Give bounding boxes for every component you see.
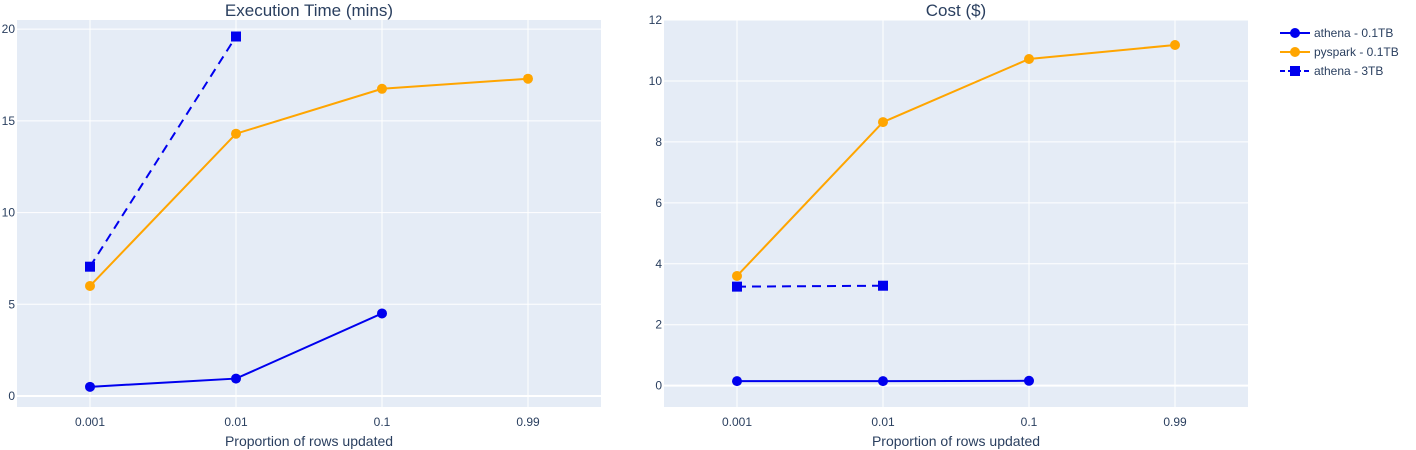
y-tick-label: 5 bbox=[8, 297, 15, 311]
y-tick-label: 0 bbox=[8, 389, 15, 403]
x-tick-label: 0.01 bbox=[224, 415, 248, 429]
data-point bbox=[878, 280, 888, 291]
data-point bbox=[377, 308, 387, 319]
legend-label: pyspark - 0.1TB bbox=[1314, 45, 1399, 59]
series-layer bbox=[732, 39, 1180, 387]
plot-area bbox=[664, 20, 1248, 407]
x-tick-label: 0.1 bbox=[374, 415, 391, 429]
axis-ticks: 0.001 0.01 0.1 0.99 0 2 4 6 8 10 12 bbox=[649, 13, 1187, 429]
chart-title: Cost ($) bbox=[926, 1, 986, 20]
data-point bbox=[231, 128, 241, 139]
series-athena-3tb bbox=[732, 280, 888, 292]
axis-ticks: 0.001 0.01 0.1 0.99 0 5 10 15 20 bbox=[2, 22, 540, 429]
data-point bbox=[732, 281, 742, 292]
series-layer bbox=[85, 31, 533, 392]
legend-label: athena - 3TB bbox=[1314, 64, 1383, 78]
series-athena-0-1tb bbox=[732, 375, 1034, 387]
data-point bbox=[85, 261, 95, 272]
legend-item[interactable]: athena - 0.1TB bbox=[1280, 26, 1393, 40]
data-point bbox=[878, 376, 888, 387]
grid-lines bbox=[664, 19, 1248, 407]
data-point bbox=[377, 83, 387, 94]
data-point bbox=[85, 280, 95, 291]
y-tick-label: 20 bbox=[2, 22, 16, 36]
data-point bbox=[732, 270, 742, 281]
series-line bbox=[89, 77, 529, 287]
x-axis-title: Proportion of rows updated bbox=[225, 433, 393, 449]
x-tick-label: 0.1 bbox=[1021, 415, 1038, 429]
y-tick-label: 15 bbox=[2, 114, 16, 128]
legend[interactable]: athena - 0.1TB pyspark - 0.1TB athena - 3T… bbox=[1280, 26, 1399, 78]
series-pyspark-0-1tb bbox=[732, 39, 1180, 281]
data-point bbox=[1024, 375, 1034, 386]
series-line bbox=[736, 284, 884, 288]
data-point bbox=[878, 117, 888, 128]
y-tick-label: 0 bbox=[655, 379, 662, 393]
y-tick-label: 8 bbox=[655, 135, 662, 149]
legend-marker bbox=[1290, 28, 1300, 38]
y-tick-label: 4 bbox=[655, 257, 662, 271]
data-point bbox=[523, 73, 533, 84]
series-athena-3tb bbox=[85, 31, 241, 272]
legend-label: athena - 0.1TB bbox=[1314, 26, 1393, 40]
execution-time-chart: 0.001 0.01 0.1 0.99 0 5 10 15 20 Execution Time … bbox=[2, 1, 601, 449]
x-axis-title: Proportion of rows updated bbox=[872, 433, 1040, 449]
x-tick-label: 0.99 bbox=[516, 415, 540, 429]
series-athena-0-1tb bbox=[85, 308, 387, 392]
data-point bbox=[231, 373, 241, 384]
data-point bbox=[85, 381, 95, 392]
series-pyspark-0-1tb bbox=[85, 73, 533, 291]
x-tick-label: 0.99 bbox=[1163, 415, 1187, 429]
x-tick-label: 0.001 bbox=[75, 415, 105, 429]
legend-item[interactable]: pyspark - 0.1TB bbox=[1280, 45, 1399, 59]
y-tick-label: 12 bbox=[649, 13, 663, 27]
legend-marker bbox=[1290, 47, 1300, 57]
legend-marker bbox=[1290, 66, 1300, 76]
plot-area bbox=[17, 20, 601, 407]
data-point bbox=[732, 376, 742, 387]
y-tick-label: 10 bbox=[649, 74, 663, 88]
y-tick-label: 6 bbox=[655, 196, 662, 210]
x-tick-label: 0.001 bbox=[722, 415, 752, 429]
cost-chart: 0.001 0.01 0.1 0.99 0 2 4 6 8 10 12 Cost ($) Propo… bbox=[649, 1, 1248, 449]
data-point bbox=[1024, 54, 1034, 65]
data-point bbox=[231, 31, 241, 42]
y-tick-label: 10 bbox=[2, 206, 16, 220]
series-line bbox=[89, 35, 237, 268]
x-tick-label: 0.01 bbox=[871, 415, 895, 429]
chart-title: Execution Time (mins) bbox=[225, 1, 393, 20]
series-line bbox=[736, 43, 1176, 277]
data-point bbox=[1170, 39, 1180, 50]
legend-item[interactable]: athena - 3TB bbox=[1280, 64, 1383, 78]
y-tick-label: 2 bbox=[655, 318, 662, 332]
